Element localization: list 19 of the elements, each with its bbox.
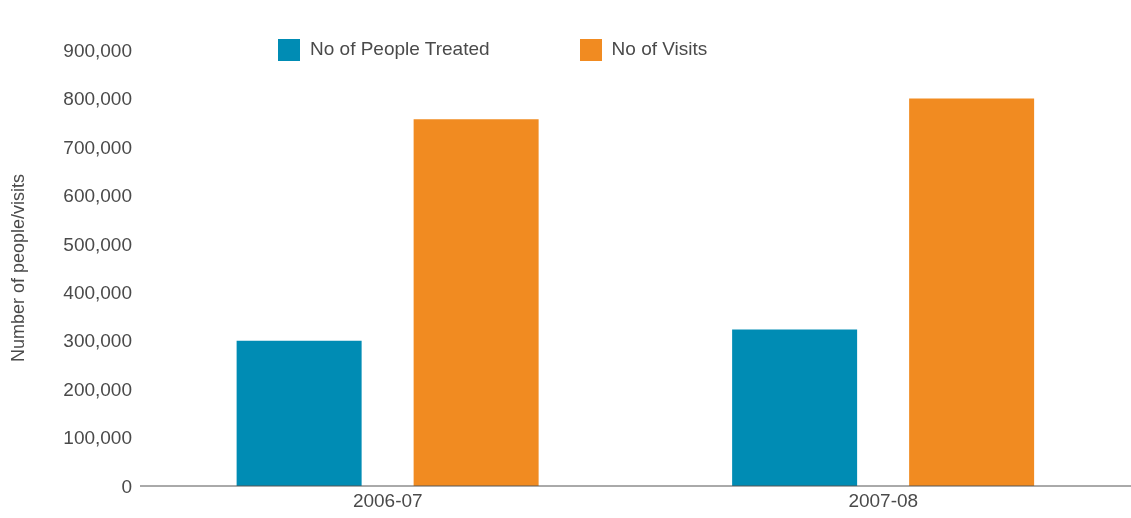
y-tick-label: 300,000 xyxy=(63,330,132,352)
y-axis-title: Number of people/visits xyxy=(8,173,29,363)
y-tick-label: 0 xyxy=(121,475,132,497)
y-tick-label: 800,000 xyxy=(63,88,132,110)
y-tick-label: 600,000 xyxy=(63,185,132,207)
bar xyxy=(732,329,858,486)
y-tick-label: 700,000 xyxy=(63,136,132,158)
legend-label: No of People Treated xyxy=(310,38,490,59)
bar xyxy=(413,119,539,486)
y-tick-label: 500,000 xyxy=(63,233,132,255)
bar xyxy=(909,98,1035,486)
y-tick-label: 900,000 xyxy=(63,39,132,61)
x-tick-label: 2006-07 xyxy=(352,490,423,512)
bar xyxy=(236,340,362,486)
y-tick-label: 200,000 xyxy=(63,378,132,400)
x-tick-label: 2007-08 xyxy=(848,490,919,512)
y-tick-label: 400,000 xyxy=(63,281,132,303)
legend-label: No of Visits xyxy=(611,38,708,59)
y-tick-label: 100,000 xyxy=(63,427,132,449)
